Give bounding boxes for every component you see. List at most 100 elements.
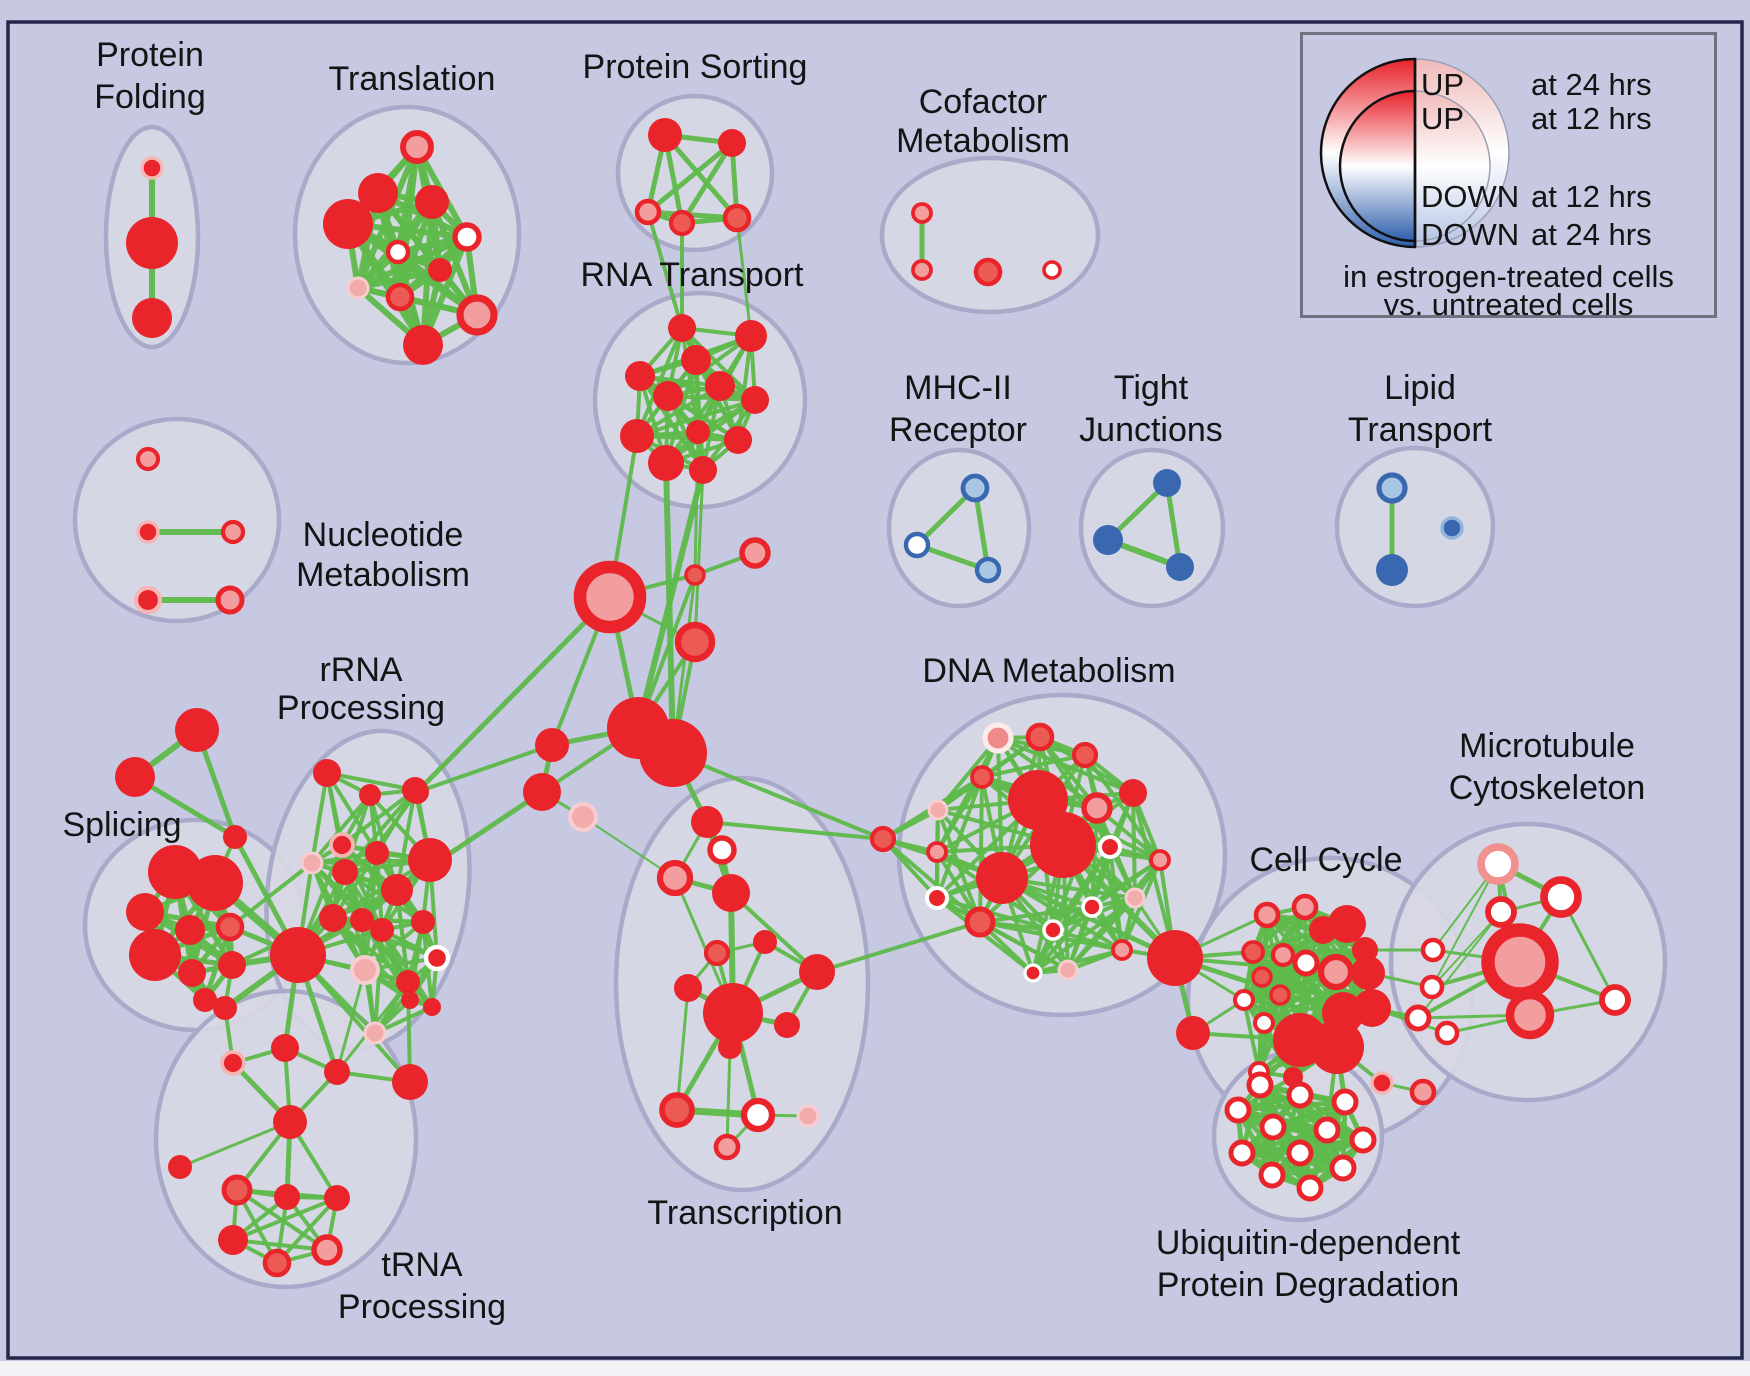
- edge-d1-d8: [997, 736, 1134, 795]
- gene-node-t4: [323, 199, 373, 249]
- legend-down-12-time: at 12 hrs: [1531, 179, 1652, 214]
- edge-x11-x15: [725, 1046, 732, 1148]
- edge-p2-p4: [679, 141, 735, 225]
- gene-node-u2: [1286, 1081, 1314, 1109]
- gene-node-c4: [1042, 260, 1062, 280]
- gene-node-d8: [1119, 779, 1147, 807]
- gene-node-h2: [903, 531, 931, 559]
- edge-d18-d20: [1052, 928, 1123, 952]
- legend-caption-line1: in estrogen-treated cells: [1343, 259, 1674, 294]
- legend-down-24-label: DOWN: [1421, 217, 1520, 252]
- gene-node-k10: [1351, 956, 1385, 990]
- gene-node-k4: [1270, 942, 1296, 968]
- gene-node-t2: [358, 173, 398, 213]
- gene-node-g17: [392, 1064, 428, 1100]
- gene-node-r1: [668, 314, 696, 342]
- gene-node-r11: [648, 445, 684, 481]
- gene-node-g9: [381, 874, 413, 906]
- gene-node-n5: [273, 1105, 307, 1139]
- cluster-label-dna-metabolism: DNA Metabolism: [922, 652, 1175, 690]
- gene-node-t10: [456, 294, 498, 336]
- gene-node-up1: [1370, 1071, 1394, 1095]
- edge-n10-n11: [232, 1238, 328, 1252]
- edge-g1-g3: [326, 771, 416, 792]
- gene-node-x2: [707, 835, 737, 865]
- edge-g3-g4: [340, 788, 417, 847]
- edge-n5-n6: [179, 1120, 291, 1169]
- gene-node-g18: [423, 998, 441, 1016]
- gene-node-c2: [911, 259, 933, 281]
- gene-node-n4: [324, 1059, 350, 1085]
- edge-r12-cn5: [635, 469, 706, 729]
- cluster-label-ubiquitin-line2: Protein Degradation: [1157, 1266, 1459, 1304]
- gene-node-d17: [964, 906, 996, 938]
- gene-node-h3: [974, 556, 1002, 584]
- gene-node-n9: [324, 1185, 350, 1211]
- gene-node-k9: [1317, 953, 1355, 991]
- bottom-margin-strip: [0, 1361, 1750, 1376]
- gene-node-d2: [1025, 722, 1055, 752]
- gene-node-x4: [712, 874, 750, 912]
- edge-j1-j3: [1164, 482, 1183, 568]
- gene-node-r9: [686, 420, 710, 444]
- gene-node-c3: [973, 257, 1003, 287]
- gene-node-k18: [1310, 1020, 1364, 1074]
- gene-node-u5: [1259, 1113, 1287, 1141]
- edge-q7-x3: [582, 816, 676, 879]
- gene-node-m9: [1599, 984, 1631, 1016]
- gene-node-d18: [1042, 919, 1064, 941]
- gene-node-k8: [1292, 949, 1320, 977]
- gene-node-x6: [703, 939, 731, 967]
- gene-node-k6: [1328, 905, 1366, 943]
- gene-node-bc2: [1176, 1016, 1210, 1050]
- gene-node-n7: [221, 1174, 253, 1206]
- legend-up-24-time: at 24 hrs: [1531, 67, 1652, 102]
- gene-node-l3: [1440, 516, 1464, 540]
- gene-node-n1: [213, 996, 237, 1020]
- gene-node-s12: [193, 988, 217, 1012]
- cluster-bubble-mhc-ii-receptor: [886, 447, 1032, 609]
- gene-node-t8: [346, 276, 370, 300]
- cluster-label-protein-sorting: Protein Sorting: [583, 48, 808, 86]
- cluster-label-nucleotide-metabolism-line1: Nucleotide: [303, 516, 464, 554]
- gene-node-g19: [363, 1021, 387, 1045]
- legend-down-12-label: DOWN: [1421, 179, 1520, 214]
- gene-node-t1: [400, 130, 434, 164]
- legend-inner-ring-strong-half: [1338, 89, 1417, 243]
- gene-node-hub: [270, 927, 326, 983]
- gene-node-cn6: [639, 719, 707, 787]
- cluster-label-trna-processing-line1: tRNA: [381, 1246, 463, 1284]
- edge-d19-d22: [1031, 905, 1094, 975]
- legend-down-24-time: at 24 hrs: [1531, 217, 1652, 252]
- gene-node-l1: [1376, 472, 1408, 504]
- gene-node-x3: [656, 859, 694, 897]
- gene-node-g13: [411, 910, 435, 934]
- gene-node-k13: [1232, 988, 1256, 1012]
- gene-node-up2: [1409, 1078, 1437, 1106]
- gene-node-nm3: [220, 519, 246, 545]
- gene-node-x14: [796, 1104, 820, 1128]
- legend-up-12-time: at 12 hrs: [1531, 101, 1652, 136]
- gene-node-pf2: [126, 217, 178, 269]
- cluster-label-lipid-transport-line1: Lipid: [1384, 369, 1456, 407]
- edge-cn3-q8: [415, 595, 612, 794]
- gene-node-mcb2: [1419, 974, 1445, 1000]
- gene-node-x13: [740, 1097, 776, 1133]
- gene-node-d12: [976, 852, 1028, 904]
- figure-border: [6, 20, 1744, 1360]
- gene-node-r10: [724, 426, 752, 454]
- edge-u3-u4: [1237, 1099, 1346, 1113]
- gene-node-d11: [1030, 812, 1096, 878]
- gene-node-n2: [220, 1050, 246, 1076]
- gene-node-r3: [625, 361, 655, 391]
- cluster-label-lipid-transport-line2: Transport: [1348, 411, 1493, 449]
- gene-node-r5: [705, 371, 735, 401]
- gene-node-s1: [175, 708, 219, 752]
- gene-node-mcb3: [1404, 1004, 1432, 1032]
- edge-d20-d22: [1032, 948, 1123, 975]
- cluster-label-mhc-ii-receptor-line1: MHC-II: [904, 369, 1012, 407]
- gene-node-r4: [681, 345, 711, 375]
- gene-node-u9: [1286, 1139, 1314, 1167]
- gene-node-s8: [215, 912, 245, 942]
- edge-x1-d6: [706, 820, 884, 841]
